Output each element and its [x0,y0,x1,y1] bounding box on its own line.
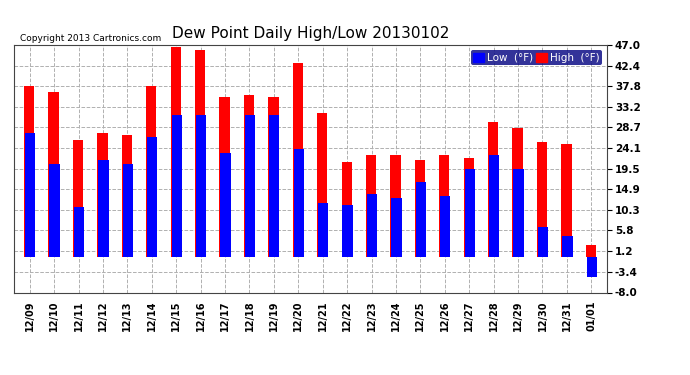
Bar [123,164,133,256]
Text: Copyright 2013 Cartronics.com: Copyright 2013 Cartronics.com [20,33,161,42]
Bar [170,47,181,256]
Bar [513,128,523,256]
Bar [146,86,157,256]
Bar [561,144,571,256]
Bar [489,155,500,256]
Bar [98,160,108,256]
Bar [294,148,304,256]
Bar [245,115,255,256]
Bar [537,142,547,256]
Title: Dew Point Daily High/Low 20130102: Dew Point Daily High/Low 20130102 [172,26,449,41]
Bar [317,112,327,256]
Legend: Low  (°F), High  (°F): Low (°F), High (°F) [471,50,602,65]
Bar [244,94,254,256]
Bar [220,153,230,256]
Bar [586,256,597,277]
Bar [391,155,401,256]
Bar [172,115,181,256]
Bar [416,182,426,256]
Bar [121,135,132,256]
Bar [196,115,206,256]
Bar [415,160,425,256]
Bar [366,155,376,256]
Bar [391,198,402,256]
Bar [73,140,83,256]
Bar [464,158,474,256]
Bar [513,169,524,256]
Bar [440,155,449,256]
Bar [269,115,279,256]
Bar [538,227,548,256]
Bar [562,236,573,256]
Bar [342,162,352,256]
Bar [50,164,60,256]
Bar [48,92,59,256]
Bar [488,122,498,256]
Bar [147,137,157,256]
Bar [268,97,279,256]
Bar [440,196,451,256]
Bar [464,169,475,256]
Bar [586,245,596,256]
Bar [293,63,303,256]
Bar [24,86,34,256]
Bar [74,207,84,256]
Bar [342,205,353,257]
Bar [195,50,205,256]
Bar [25,133,35,256]
Bar [219,97,230,256]
Bar [367,194,377,256]
Bar [318,202,328,256]
Bar [97,133,108,256]
